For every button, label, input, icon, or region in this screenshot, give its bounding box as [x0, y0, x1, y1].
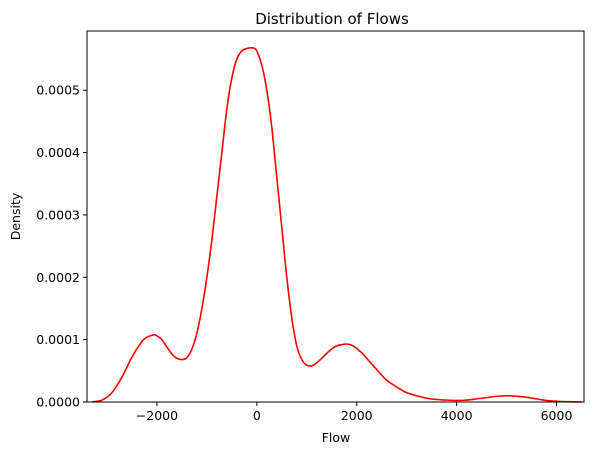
- y-tick-label: 0.0004: [36, 145, 80, 160]
- y-tick-label: 0.0002: [36, 270, 80, 285]
- y-tick-label: 0.0003: [36, 207, 80, 222]
- y-tick-label: 0.0005: [36, 83, 80, 98]
- y-tick-label: 0.0000: [36, 395, 80, 410]
- x-tick-label: 0: [253, 408, 261, 423]
- x-axis-label: Flow: [322, 430, 351, 445]
- x-tick-label: 6000: [541, 408, 573, 423]
- x-tick-label: 2000: [341, 408, 373, 423]
- axes-frame: [86, 30, 585, 403]
- y-tick-label: 0.0001: [36, 332, 80, 347]
- x-tick-label: −2000: [136, 408, 178, 423]
- density-line: [91, 47, 582, 403]
- chart-title: Distribution of Flows: [255, 10, 409, 28]
- plot-area: −2000 0 2000 4000 6000 0.0000 0.0001 0.0002 0.00…: [36, 47, 582, 423]
- x-tick-label: 4000: [441, 408, 473, 423]
- y-axis-label: Density: [8, 192, 23, 240]
